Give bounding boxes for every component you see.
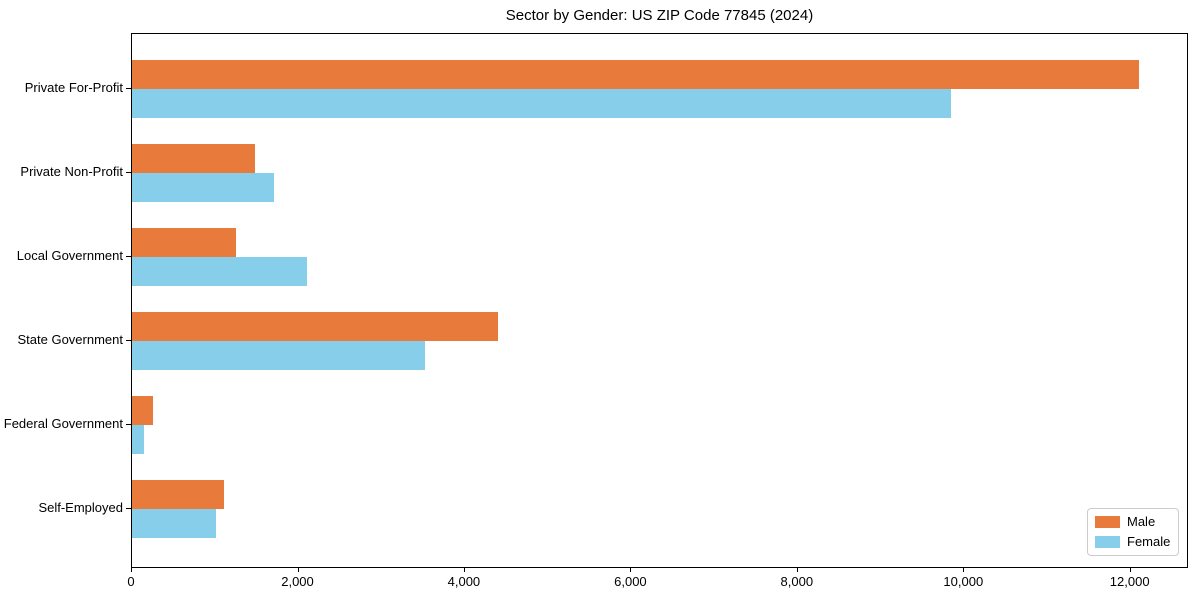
male-bar-federal-government — [132, 396, 153, 425]
y-tick-label-private-for-profit: Private For-Profit — [24, 80, 123, 95]
x-tick-label-10000: 10,000 — [943, 574, 984, 589]
x-tick-mark — [297, 568, 299, 572]
x-tick-mark — [463, 568, 465, 572]
x-tick-label-2000: 2,000 — [281, 574, 314, 589]
female-bar-state-government — [132, 341, 425, 370]
male-bar-state-government — [132, 312, 499, 341]
y-tick-mark — [126, 88, 131, 89]
legend-male-label: Male — [1127, 514, 1156, 529]
chart-title: Sector by Gender: US ZIP Code 77845 (202… — [505, 7, 814, 24]
y-tick-mark — [126, 172, 131, 173]
y-tick-label-self-employed: Self-Employed — [38, 500, 123, 515]
legend-male-swatch — [1095, 516, 1120, 528]
legend: Male Female — [1087, 508, 1179, 556]
male-bar-self-employed — [132, 480, 224, 509]
x-tick-label-6000: 6,000 — [614, 574, 647, 589]
legend-female-swatch — [1095, 536, 1120, 548]
y-tick-mark — [126, 340, 131, 341]
male-bar-local-government — [132, 228, 236, 257]
legend-entry-female: Female — [1095, 535, 1171, 549]
legend-entry-male: Male — [1095, 515, 1171, 529]
x-tick-label-8000: 8,000 — [780, 574, 814, 589]
x-tick-mark — [131, 568, 132, 572]
x-tick-label-4000: 4,000 — [447, 574, 481, 589]
y-tick-mark — [126, 424, 131, 425]
y-tick-label-state-government: State Government — [17, 332, 124, 347]
x-tick-mark — [963, 568, 965, 572]
male-bar-private-for-profit — [132, 60, 1140, 89]
female-bar-private-non-profit — [132, 173, 275, 202]
female-bar-self-employed — [132, 509, 217, 538]
female-bar-local-government — [132, 257, 307, 286]
y-tick-label-local-government: Local Government — [16, 248, 123, 263]
x-tick-mark — [630, 568, 632, 572]
y-tick-mark — [126, 508, 131, 509]
y-tick-label-federal-government: Federal Government — [3, 416, 123, 431]
x-tick-label-0: 0 — [127, 574, 135, 589]
x-tick-mark — [1129, 568, 1131, 572]
x-tick-label-12000: 12,000 — [1109, 574, 1150, 589]
female-bar-private-for-profit — [132, 89, 951, 118]
y-tick-mark — [126, 256, 131, 257]
x-tick-mark — [796, 568, 798, 572]
female-bar-federal-government — [132, 425, 144, 454]
plot-area — [131, 33, 1188, 568]
y-tick-label-private-non-profit: Private Non-Profit — [20, 164, 123, 179]
legend-female-label: Female — [1127, 534, 1171, 549]
male-bar-private-non-profit — [132, 144, 256, 173]
